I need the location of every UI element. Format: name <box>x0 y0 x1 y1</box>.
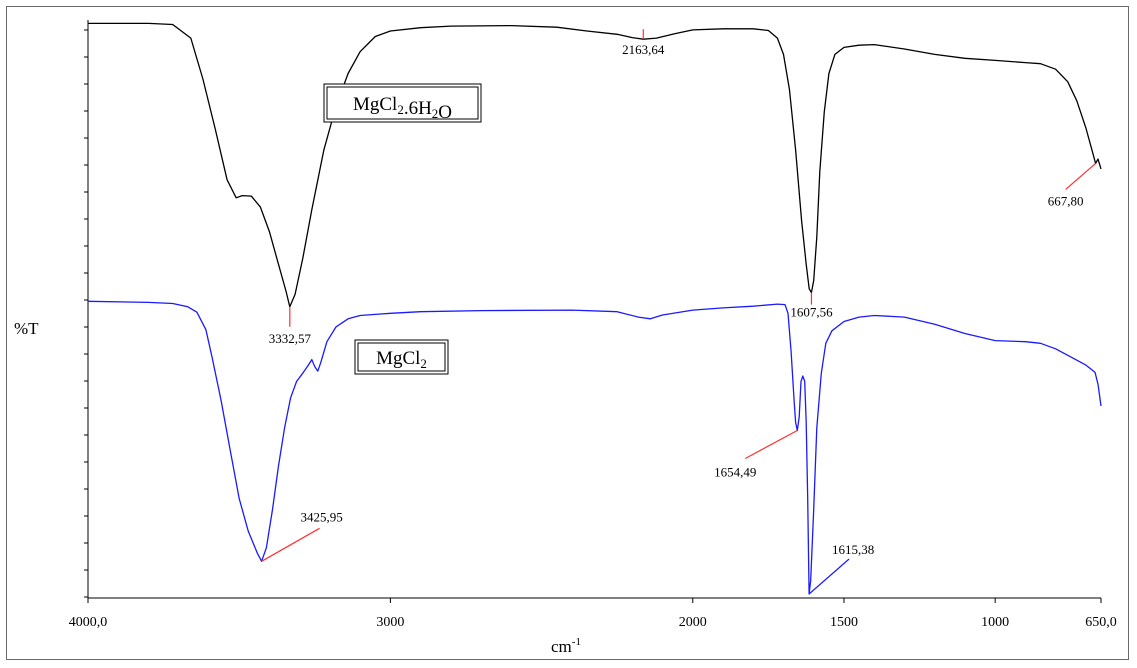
series-label-box <box>323 83 482 123</box>
annotation-leader <box>261 527 320 562</box>
peak-label: 1615,38 <box>832 542 874 557</box>
axes <box>87 20 1101 599</box>
annotation-leader <box>1065 162 1097 190</box>
series-line-1 <box>88 22 1102 308</box>
series-label: MgCl2.6H2O <box>353 94 452 123</box>
series-label-inner-box <box>326 86 479 120</box>
series-line-2 <box>87 300 1102 595</box>
peak-label: 1654,49 <box>714 465 756 480</box>
x-tick-label: 1500 <box>830 615 858 630</box>
peak-label: 667,80 <box>1048 193 1084 208</box>
x-tick-label: 4000,0 <box>69 615 108 630</box>
series-label-box <box>354 339 449 375</box>
x-tick-label: 3000 <box>376 615 404 630</box>
x-tick-label: 650,0 <box>1085 615 1117 630</box>
x-axis-label: cm-1 <box>551 636 581 656</box>
peak-label: 1607,56 <box>790 305 833 320</box>
x-tick-label: 1000 <box>981 615 1009 630</box>
x-tick-label: 2000 <box>679 615 707 630</box>
series-lines <box>87 22 1102 595</box>
peak-label: 3332,57 <box>269 331 312 346</box>
series-labels: MgCl2.6H2O MgCl2 <box>323 83 482 375</box>
y-axis-label: %T <box>14 319 39 338</box>
peak-label: 3425,95 <box>300 509 342 524</box>
series-label-inner-box <box>357 342 446 372</box>
peak-label: 2163,64 <box>622 42 665 57</box>
annotation-leader <box>808 558 850 595</box>
series-label: MgCl2 <box>376 348 427 371</box>
annotation-leader <box>744 429 798 460</box>
chart-frame <box>6 6 1129 660</box>
annotations: 3332,57 2163,64 1607,56 667,80 3425,95 1654,4… <box>261 29 1097 595</box>
ticks: 4000,0 3000 2000 1500 1000 650,0 <box>69 29 1117 630</box>
